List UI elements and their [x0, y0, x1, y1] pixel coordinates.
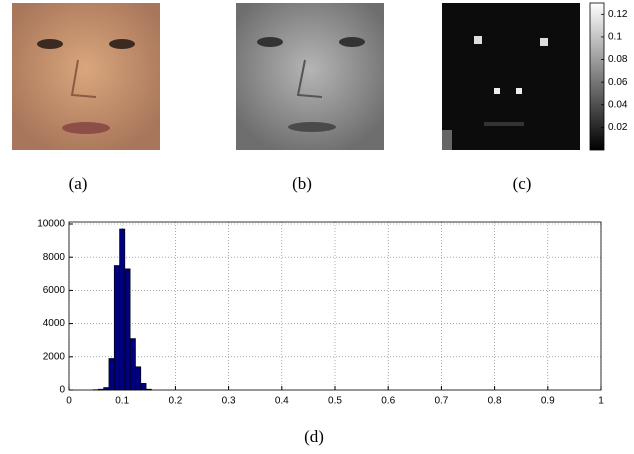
x-tick-label: 0: [66, 396, 72, 407]
y-tick-label: 2000: [43, 351, 66, 362]
panel-label: (c): [513, 174, 532, 193]
colorbar-tick-label: 0.02: [608, 122, 628, 133]
bar: [120, 229, 125, 390]
panel-label: (a): [69, 174, 88, 193]
x-tick-label: 0.2: [168, 396, 182, 407]
bar: [130, 339, 135, 390]
y-tick-label: 4000: [43, 318, 66, 329]
face-gray: [236, 3, 384, 150]
colorbar-tick-label: 0.04: [608, 99, 628, 110]
y-tick-label: 10000: [37, 219, 65, 230]
panel-label: (d): [304, 427, 324, 446]
y-tick-label: 0: [59, 385, 65, 396]
x-tick-label: 0.8: [488, 396, 502, 407]
colorbar-tick-label: 0.12: [608, 9, 628, 20]
x-tick-label: 0.5: [328, 396, 342, 407]
bar: [141, 383, 146, 390]
x-tick-label: 0.1: [115, 396, 129, 407]
bar: [136, 367, 141, 390]
x-tick-label: 0.3: [222, 396, 236, 407]
y-tick-label: 6000: [43, 285, 66, 296]
colorbar-tick-label: 0.06: [608, 77, 628, 88]
figure: (a) (b) (c) (d) 0.020.040.060.080.10.120…: [0, 0, 634, 454]
colorbar-tick-label: 0.08: [608, 54, 628, 65]
x-tick-label: 0.9: [541, 396, 555, 407]
colorbar-tick-label: 0.1: [608, 32, 622, 43]
x-tick-label: 1: [598, 396, 604, 407]
bar: [125, 269, 130, 390]
panel-label: (b): [292, 174, 312, 193]
face-map: [442, 3, 580, 150]
x-tick-label: 0.7: [434, 396, 448, 407]
x-tick-label: 0.6: [381, 396, 395, 407]
bar: [109, 358, 114, 390]
bar: [114, 266, 119, 391]
y-tick-label: 8000: [43, 252, 66, 263]
x-tick-label: 0.4: [275, 396, 289, 407]
colorbar: [590, 3, 604, 150]
face-color: [12, 3, 160, 150]
